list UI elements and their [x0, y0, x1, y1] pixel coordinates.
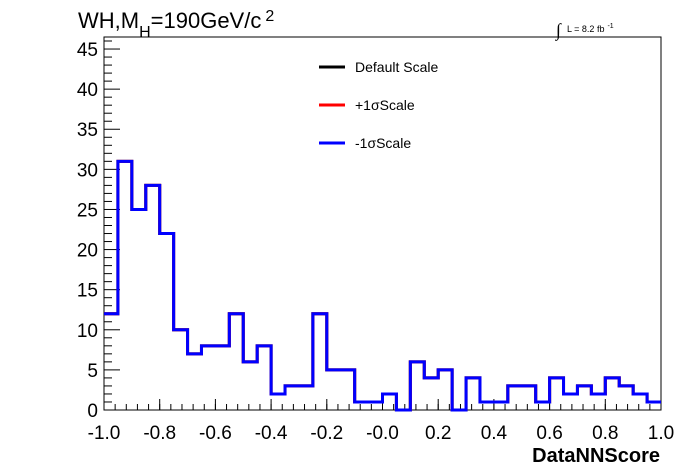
- legend: Default Scale +1σScale -1σScale: [319, 59, 438, 151]
- x-tick-label: 1.0: [648, 423, 674, 444]
- svg-text:L = 8.2 fb-1: L = 8.2 fb -1: [567, 23, 614, 34]
- x-tick-label: 0.8: [592, 423, 618, 444]
- legend-label: -1σScale: [355, 135, 411, 151]
- y-tick-label: 15: [77, 281, 98, 302]
- y-tick-label: 45: [77, 40, 98, 61]
- x-tick-label: -1.0: [88, 423, 121, 444]
- x-tick-label: -0.0: [366, 423, 399, 444]
- y-tick-label: 40: [77, 80, 98, 101]
- y-tick-label: 35: [77, 120, 98, 141]
- x-axis: -1.0 -0.8 -0.6 -0.4 -0.2 -0.0 0.2 0.4 0.6 0.8 1.0: [88, 399, 674, 444]
- title-superscript: 2: [265, 8, 274, 25]
- luminosity-label: ∫ L = 8.2 fb -1: [555, 20, 614, 41]
- histogram-series-0: [104, 159, 661, 412]
- luminosity-superscript: -1: [607, 23, 613, 30]
- x-tick-label: 0.4: [481, 423, 508, 444]
- x-tick-label: -0.6: [199, 423, 232, 444]
- y-tick-label: 20: [77, 241, 98, 262]
- x-tick-label: -0.2: [310, 423, 343, 444]
- x-tick-label: 0.2: [425, 423, 451, 444]
- legend-label: Default Scale: [355, 59, 438, 75]
- title-main: WH,M: [78, 8, 139, 33]
- histogram-series-2: [104, 159, 661, 412]
- histogram-series-1: [104, 159, 661, 412]
- integral-symbol: ∫: [555, 20, 562, 41]
- y-tick-label: 5: [87, 361, 98, 382]
- y-tick-label: 30: [77, 160, 98, 181]
- series-layer: [104, 159, 661, 412]
- y-tick-label: 25: [77, 200, 98, 221]
- legend-label: +1σScale: [355, 97, 415, 113]
- y-tick-label: 10: [77, 321, 98, 342]
- chart-title: WH,MH=190GeV/c 2: [78, 8, 274, 41]
- luminosity-text: L = 8.2 fb: [567, 24, 604, 34]
- x-tick-label: -0.8: [143, 423, 176, 444]
- y-axis: 0 5 10 15 20 25 30 35 40 45: [77, 40, 120, 422]
- x-axis-title: DataNNScore: [532, 445, 660, 467]
- x-tick-label: -0.4: [255, 423, 288, 444]
- x-tick-label: 0.6: [536, 423, 562, 444]
- svg-text:WH,MH=190GeV/c2: WH,MH=190GeV/c 2: [78, 8, 274, 41]
- title-subscript: H: [139, 24, 151, 41]
- y-tick-label: 0: [87, 401, 98, 422]
- title-rest: =190GeV/c: [151, 8, 262, 33]
